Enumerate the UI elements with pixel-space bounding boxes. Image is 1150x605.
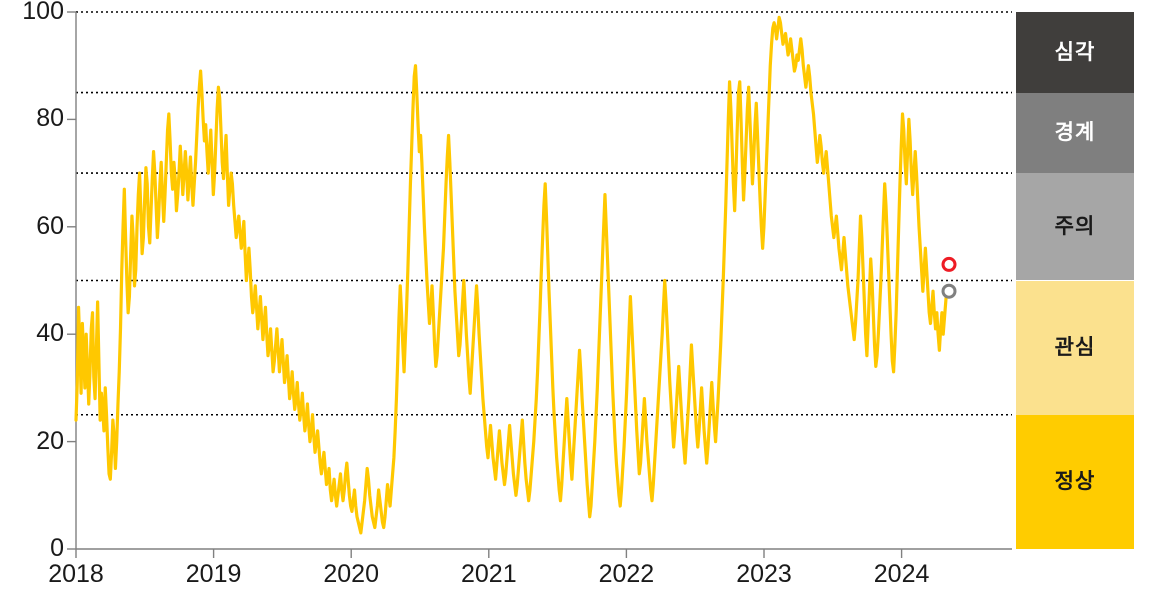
x-axis-tick-label-2021: 2021 xyxy=(460,560,517,588)
upper-marker-icon xyxy=(941,256,957,272)
y-axis-tick-label-20: 20 xyxy=(36,426,64,455)
legend-band-1: 경계 xyxy=(1016,92,1134,174)
axis-group xyxy=(67,11,1012,558)
data-series-group xyxy=(74,15,949,535)
y-axis-tick-label-60: 60 xyxy=(36,211,64,240)
chart-plot-area: 0 20 40 60 80 100 2018 2019 2020 2021 2022 2023 202… xyxy=(0,0,1012,605)
legend-band-label-1: 경계 xyxy=(1054,121,1096,145)
x-axis-tick-label-2018: 2018 xyxy=(48,560,104,588)
legend-band-4: 정상 xyxy=(1016,414,1134,549)
y-axis-tick-label-40: 40 xyxy=(36,319,64,348)
y-axis-tick-label-0: 0 xyxy=(50,534,64,562)
legend-band-label-2: 주의 xyxy=(1054,215,1096,239)
legend-band-3: 관심 xyxy=(1016,280,1134,415)
x-axis-tick-label-2019: 2019 xyxy=(185,560,242,588)
legend-band-2: 주의 xyxy=(1016,173,1134,281)
y-axis-tick-labels: 0 20 40 60 80 100 xyxy=(0,0,64,605)
x-axis-tick-label-2020: 2020 xyxy=(323,560,379,588)
y-axis-tick-label-80: 80 xyxy=(36,104,64,133)
legend-band-0: 심각 xyxy=(1016,12,1134,93)
end-markers-group xyxy=(941,256,957,299)
x-axis-tick-label-2024: 2024 xyxy=(873,560,930,588)
x-axis-tick-label-2022: 2022 xyxy=(598,560,655,588)
y-axis-tick-label-100: 100 xyxy=(22,0,64,25)
line-chart-svg xyxy=(67,11,1012,558)
series-line-index xyxy=(74,15,949,535)
lower-marker-icon xyxy=(941,283,957,299)
legend-band-label-4: 정상 xyxy=(1054,470,1096,494)
legend-band-label-0: 심각 xyxy=(1054,40,1096,64)
legend-band-label-3: 관심 xyxy=(1054,336,1096,360)
x-axis-tick-label-2023: 2023 xyxy=(736,560,792,588)
